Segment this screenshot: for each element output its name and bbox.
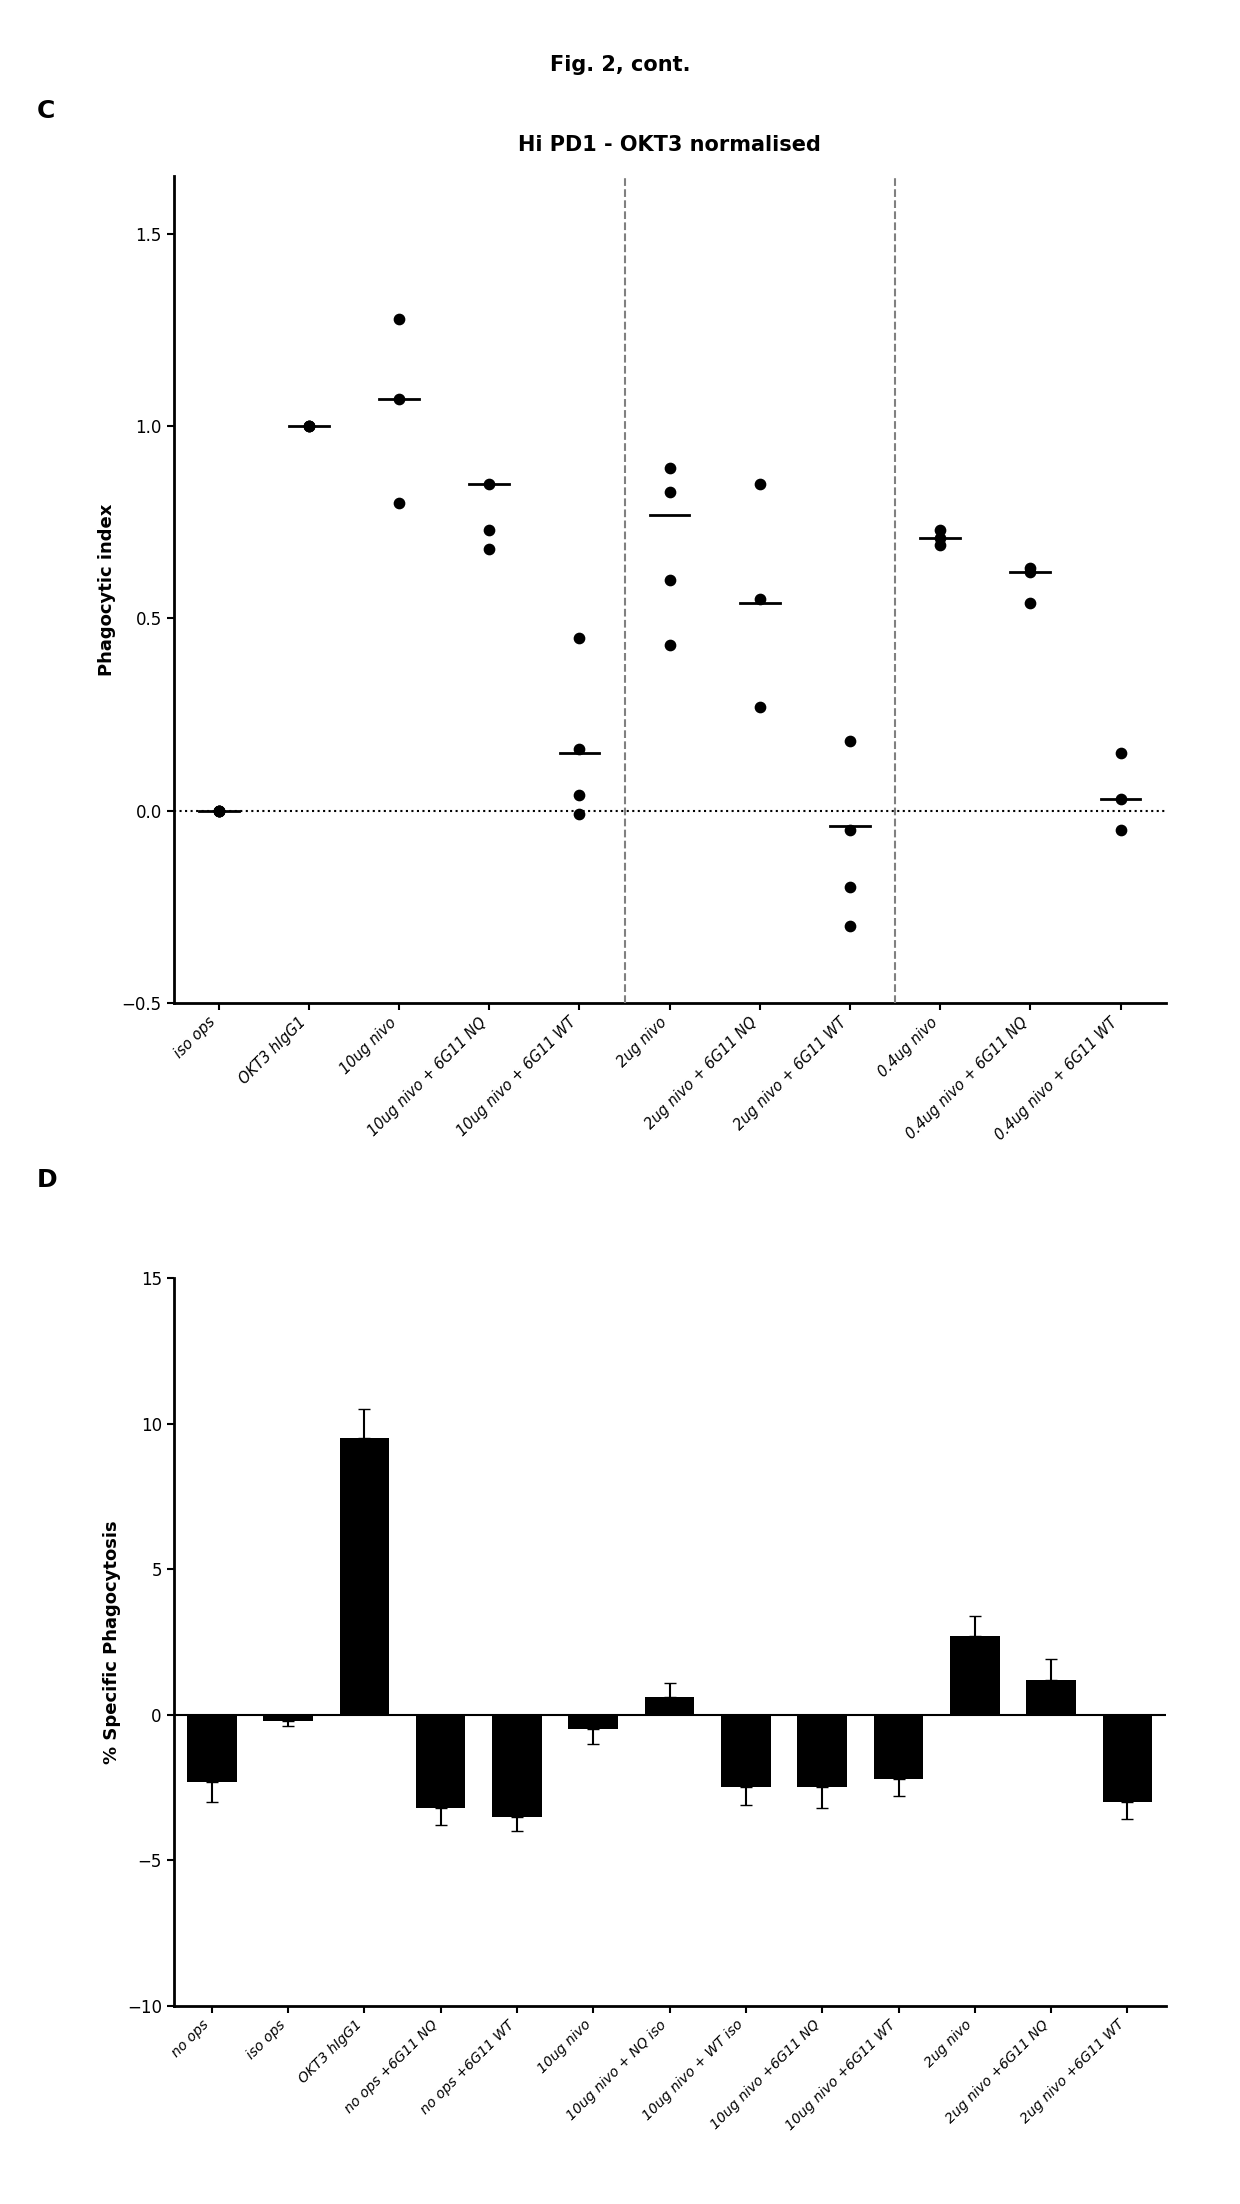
Point [480, 511, 500, 547]
Point [569, 732, 589, 767]
Point [930, 511, 950, 547]
Bar [340, 1439, 389, 1715]
Y-axis label: Phagocytic index: Phagocytic index [98, 503, 117, 677]
Point [569, 778, 589, 813]
Point [750, 690, 770, 725]
Point [930, 520, 950, 555]
Text: C: C [37, 99, 56, 123]
Bar [187, 1715, 237, 1781]
Title: Hi PD1 - OKT3 normalised: Hi PD1 - OKT3 normalised [518, 134, 821, 154]
Point [208, 793, 228, 829]
Point [480, 467, 500, 503]
Text: Fig. 2, cont.: Fig. 2, cont. [549, 55, 691, 75]
Point [750, 467, 770, 503]
Bar [415, 1715, 465, 1807]
Point [569, 798, 589, 833]
Point [208, 793, 228, 829]
Point [1021, 555, 1040, 591]
Point [660, 474, 680, 509]
Bar [263, 1715, 312, 1721]
Bar [797, 1715, 847, 1787]
Bar [492, 1715, 542, 1816]
Point [299, 408, 319, 443]
Bar [950, 1635, 999, 1715]
Point [389, 381, 409, 417]
Bar [1102, 1715, 1152, 1803]
Point [1021, 586, 1040, 622]
Point [389, 485, 409, 520]
Y-axis label: % Specific Phagocytosis: % Specific Phagocytosis [103, 1521, 122, 1763]
Bar [722, 1715, 771, 1787]
Point [1111, 782, 1131, 818]
Bar [1027, 1679, 1076, 1715]
Point [930, 527, 950, 562]
Point [839, 908, 859, 943]
Bar [568, 1715, 618, 1730]
Point [660, 628, 680, 663]
Point [1111, 813, 1131, 849]
Point [569, 619, 589, 655]
Point [660, 562, 680, 597]
Point [1021, 551, 1040, 586]
Bar [874, 1715, 924, 1779]
Point [389, 302, 409, 337]
Text: D: D [37, 1168, 58, 1192]
Point [208, 793, 228, 829]
Point [839, 813, 859, 849]
Point [839, 871, 859, 906]
Point [299, 408, 319, 443]
Point [1111, 736, 1131, 771]
Point [480, 531, 500, 566]
Point [660, 452, 680, 487]
Point [208, 793, 228, 829]
Point [839, 723, 859, 758]
Point [750, 582, 770, 617]
Bar [645, 1697, 694, 1715]
Point [299, 408, 319, 443]
